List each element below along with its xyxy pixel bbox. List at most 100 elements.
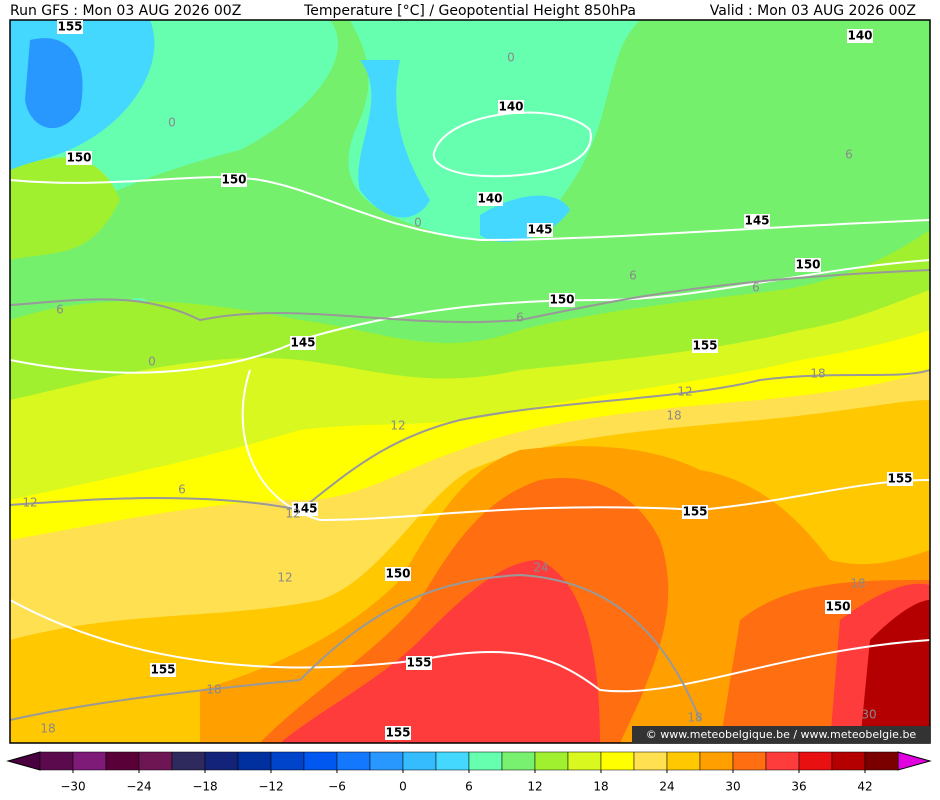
colorbar-tick-label: −6 [328,780,346,794]
height-label-box [406,656,432,670]
temperature-label: 12 [277,571,292,585]
valid-label: Valid : Mon 03 AUG 2026 00Z [710,3,916,19]
temperature-label: 18 [666,409,681,423]
color-swatch [39,751,74,771]
color-swatch [336,751,371,771]
height-label-box [692,339,718,353]
temperature-label: 6 [178,483,186,497]
height-label-box [66,151,92,165]
height-label: 150 [221,173,246,187]
height-label: 140 [477,192,502,206]
height-label: 145 [744,214,769,228]
height-label-box [744,214,770,228]
colorbar-tick-label: 30 [725,780,740,794]
temperature-label: 6 [516,311,524,325]
color-swatch [567,751,602,771]
height-label: 150 [825,600,850,614]
color-swatch [72,751,107,771]
colorbar-tick-label: 42 [857,780,872,794]
height-label: 155 [887,472,912,486]
temperature-label: 12 [390,419,405,433]
map-title: Temperature [°C] / Geopotential Height 8… [303,3,636,19]
height-label-box [527,223,553,237]
temperature-label: 12 [677,385,692,399]
height-label: 155 [150,663,175,677]
temperature-label: 12 [285,507,300,521]
color-swatch [798,751,833,771]
height-label-box [847,29,873,43]
color-swatch [402,751,437,771]
color-swatch [369,751,404,771]
temperature-label: 0 [507,51,515,65]
temperature-label: 18 [810,367,825,381]
height-label: 140 [847,29,872,43]
color-swatch [138,751,173,771]
color-swatch [435,751,470,771]
height-label-box [385,567,411,581]
temperature-label: 18 [687,711,702,725]
temperature-label: 6 [845,148,853,162]
colorbar-tick-label: −30 [60,780,85,794]
height-label-box [549,293,575,307]
color-swatch [864,751,899,771]
height-label: 150 [66,151,91,165]
height-label: 155 [57,20,82,34]
temperature-label: 6 [56,303,64,317]
colorbar-tick-label: 36 [791,780,806,794]
colorbar-tick-label: −24 [126,780,151,794]
color-swatch [732,751,767,771]
color-swatch [270,751,305,771]
colorbar-tick-label: −18 [192,780,217,794]
height-label: 155 [406,656,431,670]
color-swatch [105,751,140,771]
temperature-label: 24 [533,561,548,575]
temperature-label: 12 [22,496,37,510]
temperature-label: 18 [40,722,55,736]
colorbar-tick-label: 6 [465,780,473,794]
color-swatch [171,751,206,771]
height-label: 145 [527,223,552,237]
temperature-label: 18 [850,577,865,591]
temperature-label: 30 [861,708,876,722]
temperature-label: 6 [629,269,637,283]
color-swatch [204,751,239,771]
color-swatch [534,751,569,771]
colorbar-low-arrow [6,751,41,771]
colorbar-tick-label: 12 [527,780,542,794]
colorbar-tick-label: 24 [659,780,674,794]
colorbar-high-arrow [897,751,932,771]
color-swatch [501,751,536,771]
height-label-box [498,100,524,114]
colorbar-tick-label: 18 [593,780,608,794]
height-label-box [221,173,247,187]
color-swatch [633,751,668,771]
color-swatch [666,751,701,771]
height-label-box [57,20,83,34]
temperature-label: 18 [206,683,221,697]
colorbar-tick-label: −12 [258,780,283,794]
height-label: 155 [385,726,410,740]
color-swatch [699,751,734,771]
height-label: 140 [498,100,523,114]
height-label: 145 [290,336,315,350]
height-label-box [795,258,821,272]
height-label: 150 [795,258,820,272]
height-label: 145 [292,502,317,516]
temperature-label: 0 [414,216,422,230]
height-label-box [385,726,411,740]
colorbar-tick-label: 0 [399,780,407,794]
height-label: 155 [682,505,707,519]
temperature-label: 0 [148,355,156,369]
watermark: © www.meteobelgique.be / www.meteobelgie… [646,728,917,741]
height-label-box [150,663,176,677]
height-label-box [292,502,318,516]
map: © www.meteobelgique.be / www.meteobelgie… [9,19,931,744]
color-swatch [831,751,866,771]
height-label-box [887,472,913,486]
height-label-box [825,600,851,614]
color-swatch [468,751,503,771]
height-label-box [682,505,708,519]
run-label: Run GFS : Mon 03 AUG 2026 00Z [10,3,241,19]
color-swatch [237,751,272,771]
